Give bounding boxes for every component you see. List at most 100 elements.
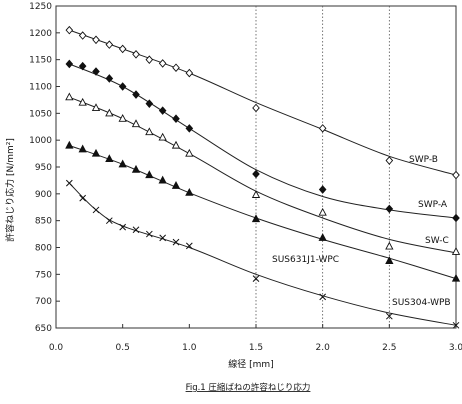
point-sw-c: [145, 127, 154, 136]
y-axis-label: 許容ねじり応力 [N/mm²]: [4, 138, 16, 242]
point-sus631j1-wpc: [105, 154, 114, 163]
series-labels: SWP-B SWP-A SW-C SUS631J1-WPC SUS304-WPB: [272, 155, 451, 308]
point-swp-a: [145, 99, 154, 108]
y-tick-label: 800: [35, 244, 52, 254]
point-sus631j1-wpc: [131, 164, 141, 173]
point-sus631j1-wpc: [78, 144, 87, 153]
point-swp-b: [452, 170, 460, 180]
x-tick-label: 1.0: [182, 343, 197, 353]
x-tick-label: 2.0: [316, 343, 331, 353]
point-sw-c: [171, 140, 181, 149]
point-sus304-wpb: [79, 194, 87, 202]
data-points: [65, 25, 461, 329]
gridlines: [255, 6, 390, 328]
point-swp-a: [185, 124, 194, 133]
point-swp-a: [318, 185, 327, 194]
y-tick-label: 900: [35, 190, 52, 200]
point-sus304-wpb: [65, 179, 73, 187]
point-sw-c: [158, 132, 167, 141]
point-swp-b: [318, 124, 327, 133]
point-sw-c: [385, 241, 394, 250]
point-sw-c: [78, 97, 87, 106]
point-sus631j1-wpc: [145, 170, 154, 179]
point-sus304-wpb: [319, 293, 327, 301]
point-sus304-wpb: [452, 321, 460, 329]
y-tick-label: 1150: [29, 56, 52, 66]
point-swp-a: [452, 213, 460, 223]
point-sus631j1-wpc: [318, 233, 327, 241]
point-sus631j1-wpc: [118, 159, 127, 168]
point-swp-b: [105, 40, 114, 49]
series-label-swp-b: SWP-B: [409, 155, 438, 165]
point-sw-c: [131, 119, 141, 128]
y-tick-label: 1100: [29, 83, 52, 93]
point-swp-a: [118, 82, 127, 91]
point-sus304-wpb: [92, 206, 100, 214]
point-swp-a: [78, 61, 87, 71]
point-swp-a: [65, 59, 74, 69]
point-sw-c: [185, 148, 194, 157]
point-sus304-wpb: [119, 223, 127, 231]
point-sus304-wpb: [105, 217, 113, 225]
point-sus304-wpb: [132, 226, 140, 234]
x-tick-label: 0.0: [49, 343, 64, 353]
point-sw-c: [118, 113, 127, 122]
point-sus631j1-wpc: [251, 214, 261, 223]
point-sus304-wpb: [385, 312, 393, 320]
y-tick-label: 700: [35, 297, 52, 307]
point-swp-b: [172, 63, 180, 72]
point-swp-b: [92, 35, 100, 45]
point-sw-c: [318, 207, 327, 216]
curve-sw-c: [69, 96, 457, 254]
point-sus304-wpb: [145, 230, 153, 238]
point-swp-b: [65, 25, 74, 35]
point-swp-a: [158, 106, 167, 115]
point-sus631j1-wpc: [158, 175, 167, 184]
point-swp-b: [132, 50, 140, 59]
series-label-sus631j1-wpc: SUS631J1-WPC: [272, 255, 339, 265]
point-swp-b: [78, 31, 87, 40]
y-tick-label: 850: [35, 217, 52, 227]
point-sus304-wpb: [252, 275, 260, 282]
y-tick-label: 1050: [29, 109, 52, 119]
point-sus631j1-wpc: [171, 181, 181, 189]
point-sw-c: [451, 247, 461, 255]
y-tick-label: 1200: [29, 29, 52, 39]
point-swp-a: [385, 204, 394, 214]
point-sw-c: [91, 103, 101, 112]
point-sus304-wpb: [185, 242, 193, 250]
point-swp-b: [185, 68, 194, 78]
point-sus631j1-wpc: [91, 148, 101, 157]
point-sw-c: [65, 92, 74, 101]
point-swp-b: [118, 44, 127, 54]
x-axis-ticks: 0.0 0.5 1.0 1.5 2.0 2.5 3.0: [49, 324, 462, 353]
y-axis-ticks: 650 700 750 800 850 900 950 1000 1050 1100 1150 120…: [29, 2, 60, 334]
x-tick-label: 0.5: [116, 343, 130, 353]
point-swp-b: [158, 59, 167, 68]
y-tick-label: 950: [35, 163, 52, 173]
y-tick-label: 1000: [29, 136, 52, 146]
point-swp-a: [92, 67, 100, 76]
curve-swp-b: [69, 29, 457, 176]
point-sus304-wpb: [159, 234, 167, 242]
y-tick-label: 650: [35, 324, 52, 334]
x-tick-label: 1.5: [249, 343, 263, 353]
series-label-sw-c: SW-C: [425, 236, 449, 246]
figure-caption: Fig.1 圧縮ばねの許容ねじり応力: [186, 382, 311, 393]
point-sw-c: [251, 190, 261, 198]
x-axis-label: 線径 [mm]: [228, 358, 273, 370]
point-swp-a: [172, 114, 180, 123]
point-swp-a: [105, 74, 114, 83]
point-swp-a: [132, 90, 140, 99]
y-tick-label: 750: [35, 270, 52, 280]
point-swp-a: [252, 169, 260, 179]
point-sw-c: [105, 108, 114, 117]
point-sus631j1-wpc: [385, 256, 394, 264]
series-label-sus304-wpb: SUS304-WPB: [392, 298, 451, 308]
point-sus631j1-wpc: [451, 273, 461, 282]
curve-sus304-wpb: [68, 182, 457, 326]
point-swp-b: [385, 156, 394, 165]
point-sus631j1-wpc: [185, 188, 194, 196]
fitted-curves: [68, 29, 457, 326]
series-label-swp-a: SWP-A: [418, 200, 448, 210]
